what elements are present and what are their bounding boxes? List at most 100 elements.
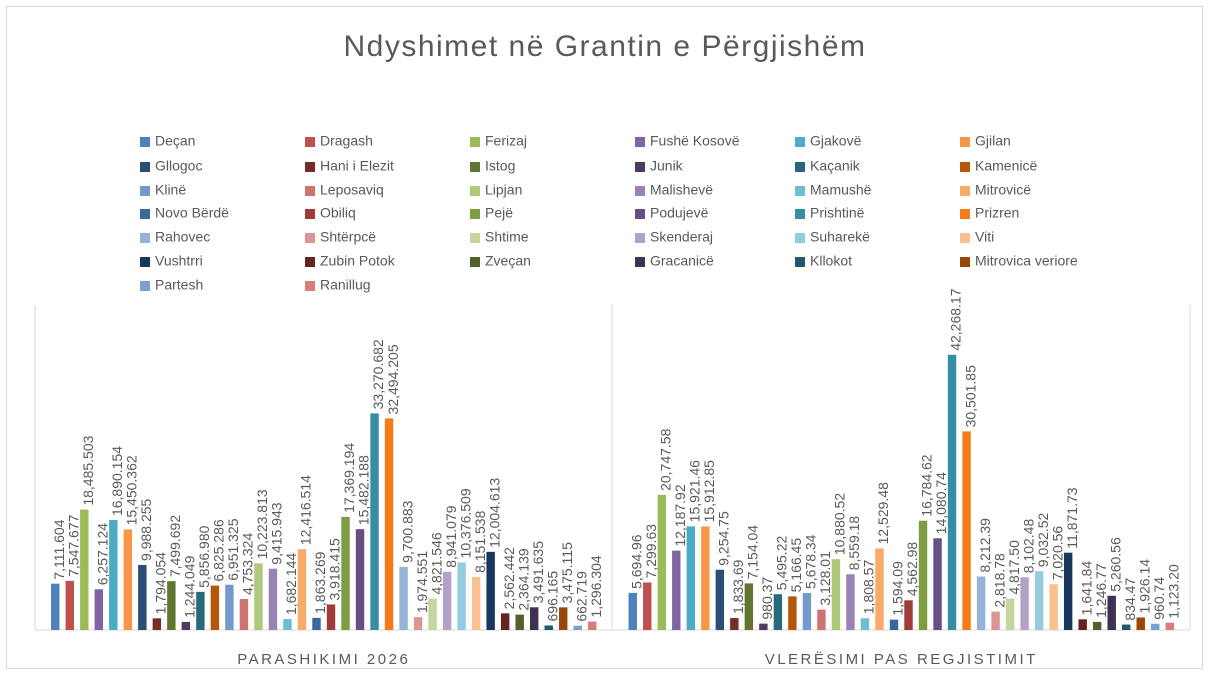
bar — [51, 583, 60, 630]
value-label: 1,244.049 — [182, 555, 198, 617]
legend-swatch — [470, 162, 480, 172]
bar — [846, 574, 855, 630]
legend-label: Leposaviq — [320, 182, 384, 198]
bar — [831, 559, 841, 630]
bar — [471, 576, 481, 630]
legend-swatch — [140, 281, 150, 291]
bar — [370, 413, 379, 630]
bar — [1122, 624, 1131, 630]
value-label: 9,032.52 — [1035, 512, 1051, 567]
legend-label: Kaçanik — [810, 158, 861, 174]
value-label: 1,296.304 — [588, 555, 604, 617]
value-label: 9,988.255 — [138, 498, 154, 560]
bar — [715, 569, 725, 630]
value-label: 20,747.58 — [657, 428, 673, 490]
legend-swatch — [305, 209, 315, 219]
legend-label: Gjilan — [975, 133, 1011, 149]
chart-border — [6, 6, 1203, 669]
bar — [355, 529, 365, 630]
value-label: 8,212.39 — [977, 518, 993, 573]
legend-swatch — [960, 186, 970, 196]
bar — [312, 617, 321, 630]
value-label: 5,678.34 — [803, 534, 819, 589]
legend-label: Lipjan — [485, 182, 522, 198]
legend-swatch — [470, 233, 480, 243]
legend-label: Partesh — [155, 277, 203, 293]
value-label: 1,594.09 — [890, 561, 906, 616]
legend-swatch — [635, 162, 645, 172]
value-label: 1,808.57 — [861, 560, 877, 615]
value-label: 6,951.325 — [225, 518, 241, 580]
value-label: 18,485.503 — [80, 435, 96, 505]
chart-title: Ndyshimet në Grantin e Përgjishëm — [343, 30, 866, 63]
value-label: 1,682.144 — [283, 553, 299, 615]
bar — [457, 562, 466, 630]
bar — [413, 617, 423, 630]
legend-label: Suharekë — [810, 229, 870, 245]
legend-swatch — [140, 162, 150, 172]
legend-label: Viti — [975, 229, 994, 245]
value-label: 7,547.677 — [65, 514, 81, 576]
bar — [428, 598, 437, 630]
legend-label: Novo Bërdë — [155, 205, 229, 221]
bar — [628, 592, 637, 630]
bar — [225, 584, 234, 630]
legend-label: Dragash — [320, 133, 373, 149]
value-label: 10,223.813 — [254, 489, 270, 559]
value-label: 14,080.74 — [933, 472, 949, 534]
legend-label: Deçan — [155, 133, 195, 149]
value-label: 33,270.682 — [370, 339, 386, 409]
bar — [759, 623, 768, 630]
bar — [904, 600, 913, 630]
legend-swatch — [795, 186, 805, 196]
value-label: 5,856.980 — [196, 525, 212, 587]
bar — [875, 548, 884, 630]
bar — [1092, 621, 1102, 630]
bar — [1151, 623, 1160, 630]
bar — [976, 576, 986, 630]
value-label: 5,694.96 — [628, 534, 644, 589]
value-label: 7,020.56 — [1049, 526, 1065, 581]
legend-label: Rahovec — [155, 229, 210, 245]
value-label: 4,753.324 — [240, 533, 256, 595]
legend-swatch — [635, 233, 645, 243]
bar — [802, 593, 812, 630]
value-label: 10,376.509 — [457, 488, 473, 558]
value-label: 3,918.415 — [327, 538, 343, 600]
bar — [817, 609, 826, 630]
bar — [239, 599, 249, 630]
bar — [788, 596, 797, 630]
value-label: 10,880.52 — [832, 493, 848, 555]
value-label: 834.47 — [1122, 578, 1138, 621]
legend-label: Kllokot — [810, 253, 852, 269]
bar — [991, 611, 1000, 630]
bar — [701, 526, 710, 630]
bar — [442, 571, 452, 630]
bar — [167, 581, 176, 630]
bar — [559, 607, 568, 630]
legend-label: Prizren — [975, 205, 1019, 221]
legend-swatch — [635, 209, 645, 219]
value-label: 3,128.01 — [817, 551, 833, 606]
value-label: 960.74 — [1151, 577, 1167, 620]
value-label: 2,818.78 — [991, 553, 1007, 608]
bar — [109, 520, 118, 630]
value-label: 2,364.139 — [515, 548, 531, 610]
legend-swatch — [305, 162, 315, 172]
value-label: 2,562.442 — [501, 547, 517, 609]
legend-label: Obiliq — [320, 205, 356, 221]
value-label: 1,974.551 — [414, 551, 430, 613]
legend-swatch — [305, 281, 315, 291]
value-label: 1,833.69 — [730, 559, 746, 614]
legend-label: Kamenicë — [975, 158, 1037, 174]
bar — [196, 591, 205, 630]
bar — [500, 613, 510, 630]
bar — [254, 563, 263, 630]
value-label: 8,559.18 — [846, 516, 862, 571]
bar — [962, 431, 971, 630]
bar — [773, 594, 783, 630]
legend-swatch — [305, 186, 315, 196]
bar — [860, 618, 870, 630]
legend-label: Gllogoc — [155, 158, 202, 174]
value-label: 17,369.194 — [341, 443, 357, 513]
